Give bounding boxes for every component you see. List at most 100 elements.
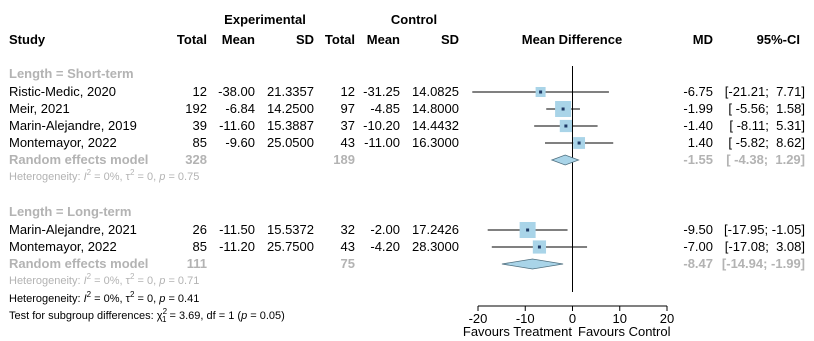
total-experimental: 12	[193, 84, 207, 99]
pooled-ci: [ -4.38; 1.29]	[726, 152, 805, 167]
total-experimental: 85	[193, 239, 207, 254]
study-row: Marin-Alejandre, 2021 26 -11.50 15.5372 …	[9, 222, 805, 237]
pooled-total-control: 189	[333, 152, 355, 167]
mean-experimental: -11.50	[219, 222, 255, 237]
het-tau-symbol: τ	[126, 275, 131, 287]
md-value: 1.40	[688, 135, 713, 150]
test-prefix: Test for subgroup differences:	[9, 310, 157, 322]
study-name: Marin-Alejandre, 2019	[9, 118, 137, 133]
header-mean-difference: Mean Difference	[522, 32, 622, 47]
het-p-value: = 0.41	[165, 293, 199, 305]
test-p-value: = 0.05)	[247, 310, 285, 322]
ci-value: [-17.95; -1.05]	[724, 222, 805, 237]
ci-value: [ -5.56; 1.58]	[728, 101, 805, 116]
header-sd-experimental: SD	[296, 32, 314, 47]
het-prefix: Heterogeneity:	[9, 171, 84, 183]
total-control: 43	[341, 239, 355, 254]
mean-control: -11.00	[364, 135, 400, 150]
pooled-label: Random effects model	[9, 256, 148, 271]
study-point	[537, 245, 541, 249]
study-name: Ristic-Medic, 2020	[9, 84, 116, 99]
header-mean-experimental: Mean	[222, 32, 255, 47]
het-p-value: = 0.75	[165, 171, 199, 183]
heterogeneity-overall: Heterogeneity: I2 = 0%, τ2 = 0, p = 0.41	[9, 290, 199, 305]
md-value: -6.75	[683, 84, 713, 99]
test-chi-symbol: χ	[157, 310, 163, 322]
pooled-total-experimental: 328	[185, 152, 207, 167]
study-point	[539, 90, 543, 94]
mean-experimental: -6.84	[225, 101, 255, 116]
het-p-value: = 0.71	[165, 275, 199, 287]
sd-experimental: 15.5372	[267, 222, 314, 237]
study-row: Marin-Alejandre, 2019 39 -11.60 15.3887 …	[9, 118, 805, 133]
mean-control: -4.20	[370, 239, 400, 254]
pooled-row: Random effects model 111 75 -8.47 [-14.9…	[9, 256, 805, 271]
study-name: Montemayor, 2022	[9, 239, 117, 254]
het-p-symbol: p	[158, 275, 165, 287]
het-i2-value: = 0%,	[91, 293, 126, 305]
study-name: Marin-Alejandre, 2021	[9, 222, 137, 237]
test-chi-value: = 3.69, df = 1 (	[166, 310, 241, 322]
study-point	[564, 124, 568, 128]
sd-control: 14.4432	[412, 118, 459, 133]
het-tau-symbol: τ	[126, 171, 131, 183]
pooled-total-control: 75	[341, 256, 355, 271]
total-control: 37	[341, 118, 355, 133]
het-tau-value: = 0,	[134, 293, 159, 305]
favours-treatment-label: Favours Treatment	[463, 324, 572, 339]
subgroup-label-long-term: Length = Long-term	[9, 204, 131, 219]
header-sd-control: SD	[441, 32, 459, 47]
sd-control: 28.3000	[412, 239, 459, 254]
sd-control: 14.0825	[412, 84, 459, 99]
study-point	[577, 141, 581, 145]
mean-experimental: -9.60	[225, 135, 255, 150]
ci-value: [-17.08; 3.08]	[725, 239, 805, 254]
pooled-total-experimental: 111	[187, 256, 207, 271]
md-value: -9.50	[683, 222, 713, 237]
x-tick-label: -10	[516, 311, 535, 326]
pooled-row: Random effects model 328 189 -1.55 [ -4.…	[9, 152, 805, 167]
het-i2-value: = 0%,	[91, 171, 126, 183]
x-tick-label: 10	[613, 311, 627, 326]
ci-value: [ -8.11; 5.31]	[729, 118, 805, 133]
total-experimental: 39	[193, 118, 207, 133]
study-row: Montemayor, 2022 85 -11.20 25.7500 43 -4…	[9, 239, 805, 254]
pooled-ci: [-14.94; -1.99]	[722, 256, 805, 271]
header-experimental: Experimental	[224, 12, 306, 27]
study-point	[526, 228, 530, 232]
study-point	[561, 107, 565, 111]
subgroup-label-short-term: Length = Short-term	[9, 66, 134, 81]
total-control: 43	[341, 135, 355, 150]
favours-control-label: Favours Control	[578, 324, 671, 339]
plot-marks: -20 -10 0 10 20	[469, 66, 674, 326]
het-i2-value: = 0%,	[91, 275, 126, 287]
total-control: 12	[341, 84, 355, 99]
test-p-symbol: p	[240, 310, 247, 322]
total-experimental: 192	[185, 101, 207, 116]
mean-control: -31.25	[363, 84, 400, 99]
sd-experimental: 25.7500	[267, 239, 314, 254]
md-value: -7.00	[683, 239, 713, 254]
total-control: 32	[341, 222, 355, 237]
mean-experimental: -11.20	[219, 239, 255, 254]
het-i2-symbol: I	[84, 293, 87, 305]
ci-value: [-21.21; 7.71]	[725, 84, 805, 99]
het-i2-sup: 2	[87, 272, 92, 281]
het-p-symbol: p	[158, 171, 165, 183]
het-i2-symbol: I	[84, 171, 87, 183]
header-study: Study	[9, 32, 46, 47]
het-tau-sup: 2	[130, 168, 135, 177]
sd-experimental: 25.0500	[267, 135, 314, 150]
subgroup-difference-test: Test for subgroup differences: χ2 1 = 3.6…	[9, 307, 285, 324]
heterogeneity-short-term: Heterogeneity: I2 = 0%, τ2 = 0, p = 0.75	[9, 168, 199, 183]
sd-control: 17.2426	[412, 222, 459, 237]
study-row: Montemayor, 2022 85 -9.60 25.0500 43 -11…	[9, 135, 805, 150]
total-experimental: 85	[193, 135, 207, 150]
het-p-symbol: p	[158, 293, 165, 305]
het-i2-sup: 2	[87, 168, 92, 177]
total-control: 97	[341, 101, 355, 116]
heterogeneity-long-term: Heterogeneity: I2 = 0%, τ2 = 0, p = 0.71	[9, 272, 199, 287]
pooled-md: -1.55	[683, 152, 713, 167]
test-chi-sub: 1	[162, 315, 167, 324]
